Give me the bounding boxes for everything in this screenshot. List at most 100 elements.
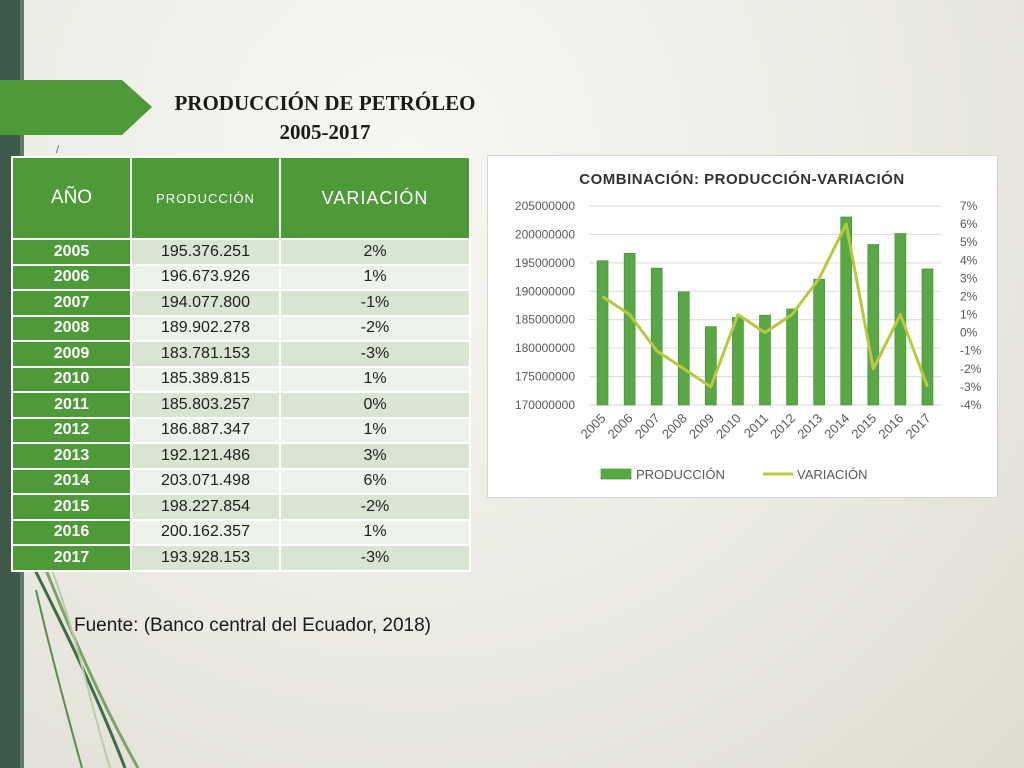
table-row: 2016 200.162.357 1%: [11, 518, 471, 546]
cell-year: 2006: [11, 263, 132, 291]
x-tick-label: 2005: [578, 411, 609, 442]
production-table: AÑO PRODUCCIÓN VARIACIÓN 2005 195.376.251…: [11, 156, 471, 572]
chart-title: COMBINACIÓN: PRODUCCIÓN-VARIACIÓN: [579, 170, 904, 188]
x-tick-label: 2016: [875, 411, 906, 442]
legend-swatch-produccion: [600, 468, 632, 480]
bar-produccion: [894, 233, 907, 406]
table-row: 2012 186.887.347 1%: [11, 416, 471, 444]
cell-production: 183.781.153: [130, 340, 281, 368]
table-row: 2007 194.077.800 -1%: [11, 289, 471, 317]
y-right-tick-label: 0%: [960, 326, 978, 340]
cell-variation: 1%: [279, 518, 471, 546]
y-left-tick-label: 180000000: [515, 341, 575, 355]
y-left-tick-label: 185000000: [515, 313, 575, 327]
y-right-tick-label: -4%: [960, 398, 982, 412]
table-row: 2005 195.376.251 2%: [11, 238, 471, 266]
cell-production: 196.673.926: [130, 263, 281, 291]
title-arrow-banner: [0, 80, 152, 135]
table-row: 2015 198.227.854 -2%: [11, 493, 471, 521]
y-right-tick-label: -3%: [960, 380, 982, 394]
bar-produccion: [921, 268, 934, 406]
cell-production: 193.928.153: [130, 544, 281, 572]
y-right-tick-label: -2%: [960, 362, 982, 376]
cell-variation: -2%: [279, 493, 471, 521]
source-note: Fuente: (Banco central del Ecuador, 2018…: [74, 615, 432, 636]
cell-year: 2010: [11, 365, 132, 393]
tick-mark: /: [56, 144, 60, 156]
cell-production: 185.803.257: [130, 391, 281, 419]
x-tick-label: 2013: [794, 411, 825, 442]
cell-production: 186.887.347: [130, 416, 281, 444]
table-row: 2006 196.673.926 1%: [11, 263, 471, 291]
y-right-tick-label: 6%: [960, 217, 978, 231]
cell-year: 2005: [11, 238, 132, 266]
y-left-tick-label: 190000000: [515, 284, 575, 298]
y-left-tick-label: 200000000: [515, 227, 575, 241]
table-row: 2017 193.928.153 -3%: [11, 544, 471, 572]
cell-variation: -3%: [279, 544, 471, 572]
y-right-tick-label: 3%: [960, 271, 978, 285]
cell-production: 194.077.800: [130, 289, 281, 317]
x-tick-label: 2010: [713, 411, 744, 442]
bar-produccion: [732, 317, 744, 406]
table-row: 2010 185.389.815 1%: [11, 365, 471, 393]
bar-produccion: [677, 291, 690, 406]
table-row: 2013 192.121.486 3%: [11, 442, 471, 470]
y-right-tick-label: 4%: [960, 253, 978, 267]
cell-production: 192.121.486: [130, 442, 281, 470]
table-row: 2014 203.071.498 6%: [11, 467, 471, 495]
cell-variation: 2%: [279, 238, 471, 266]
slide-title-line1: PRODUCCIÓN DE PETRÓLEO: [174, 91, 476, 115]
cell-year: 2007: [11, 289, 132, 317]
combo-chart: COMBINACIÓN: PRODUCCIÓN-VARIACIÓN 2050000…: [515, 170, 982, 482]
cell-year: 2008: [11, 314, 132, 342]
cell-variation: -3%: [279, 340, 471, 368]
cell-year: 2017: [11, 544, 132, 572]
x-tick-label: 2015: [848, 411, 879, 442]
bar-produccion: [759, 314, 771, 406]
cell-year: 2009: [11, 340, 132, 368]
y-left-tick-label: 205000000: [515, 199, 575, 213]
cell-variation: -1%: [279, 289, 471, 317]
header-production: PRODUCCIÓN: [130, 156, 281, 240]
y-right-tick-label: 7%: [960, 199, 978, 213]
x-tick-label: 2012: [767, 411, 798, 442]
slide-title-line2: 2005-2017: [279, 120, 371, 144]
x-tick-label: 2017: [903, 411, 934, 442]
cell-production: 198.227.854: [130, 493, 281, 521]
legend-label-produccion: PRODUCCIÓN: [636, 467, 725, 482]
cell-variation: 3%: [279, 442, 471, 470]
bar-produccion: [705, 326, 717, 406]
bar-produccion: [867, 244, 880, 406]
y-right-tick-label: 1%: [960, 308, 978, 322]
cell-year: 2011: [11, 391, 132, 419]
cell-production: 195.376.251: [130, 238, 281, 266]
table-row: 2009 183.781.153 -3%: [11, 340, 471, 368]
table-row: 2008 189.902.278 -2%: [11, 314, 471, 342]
y-right-tick-label: 2%: [960, 289, 978, 303]
x-tick-label: 2008: [659, 411, 690, 442]
cell-production: 200.162.357: [130, 518, 281, 546]
bar-produccion: [813, 278, 825, 406]
line-variacion: [601, 222, 929, 389]
cell-year: 2016: [11, 518, 132, 546]
y-left-tick-label: 175000000: [515, 370, 575, 384]
x-tick-label: 2014: [821, 411, 852, 442]
header-year: AÑO: [11, 156, 132, 240]
y-right-tick-label: -1%: [960, 344, 982, 358]
chart-container: COMBINACIÓN: PRODUCCIÓN-VARIACIÓN 2050000…: [487, 155, 998, 498]
cell-variation: 1%: [279, 263, 471, 291]
header-variation: VARIACIÓN: [279, 156, 471, 240]
cell-variation: 0%: [279, 391, 471, 419]
legend-label-variacion: VARIACIÓN: [797, 467, 868, 482]
cell-year: 2013: [11, 442, 132, 470]
cell-variation: 1%: [279, 365, 471, 393]
x-tick-label: 2007: [632, 411, 663, 442]
slide-title: PRODUCCIÓN DE PETRÓLEO 2005-2017: [150, 89, 500, 147]
bar-produccion: [650, 267, 663, 406]
cell-production: 185.389.815: [130, 365, 281, 393]
bar-produccion: [623, 253, 636, 406]
table-body: 2005 195.376.251 2% 2006 196.673.926 1% 2007 19…: [11, 238, 471, 572]
x-tick-label: 2006: [605, 411, 636, 442]
cell-year: 2014: [11, 467, 132, 495]
